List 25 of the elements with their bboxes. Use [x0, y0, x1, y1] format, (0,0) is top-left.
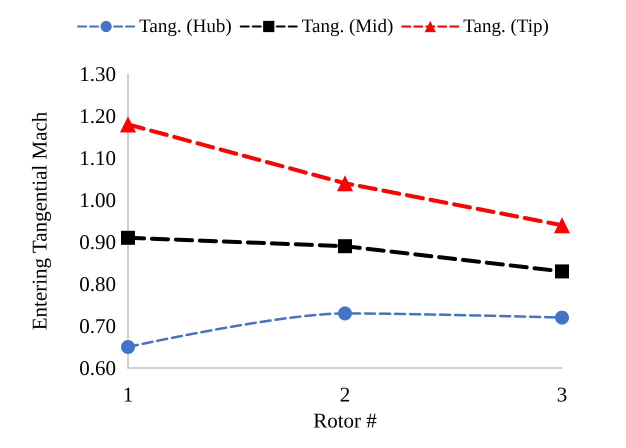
point: [338, 239, 352, 254]
y-tick-label: 1.20: [79, 104, 116, 128]
legend-label: Tang. (Hub): [139, 16, 232, 37]
point: [121, 340, 135, 354]
y-tick-label: 1.00: [79, 188, 116, 212]
y-tick-label: 0.80: [79, 272, 116, 296]
x-tick-label: 2: [340, 382, 350, 406]
y-axis-title: Entering Tangential Mach: [28, 111, 52, 330]
y-tick-label: 1.30: [79, 62, 116, 86]
x-tick-label: 3: [556, 382, 568, 406]
point: [555, 310, 569, 325]
point: [338, 306, 352, 320]
point: [337, 175, 353, 192]
y-tick-label: 1.10: [79, 146, 116, 170]
y-tick-label: 0.70: [79, 314, 116, 338]
x-axis-title: Rotor #: [313, 408, 378, 432]
point: [555, 264, 569, 278]
legend-label: Tang. (Tip): [463, 16, 549, 37]
point: [554, 217, 570, 234]
y-tick-label: 0.90: [79, 230, 116, 254]
point: [121, 230, 135, 245]
point: [120, 116, 136, 132]
legend-label: Tang. (Mid): [302, 16, 394, 37]
x-tick-label: 1: [122, 382, 134, 406]
y-tick-label: 0.60: [79, 356, 116, 380]
